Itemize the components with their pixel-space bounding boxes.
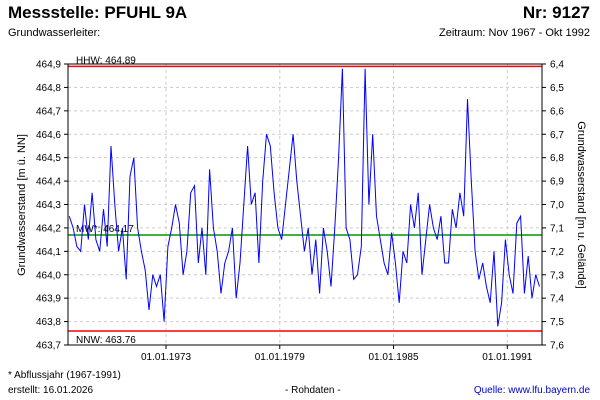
y-tick-label-left: 463,7 xyxy=(36,341,61,352)
y-tick-label-right: 7,0 xyxy=(550,200,564,211)
station-title: Messstelle: PFUHL 9A xyxy=(8,3,188,22)
period-label: Zeitraum: Nov 1967 - Okt 1992 xyxy=(438,27,590,39)
y-tick-label-right: 6,7 xyxy=(550,130,564,141)
y-tick-label-right: 7,1 xyxy=(550,223,564,234)
y-tick-label-right: 7,4 xyxy=(550,294,564,305)
x-tick-label: 01.01.1991 xyxy=(482,352,532,363)
y-tick-label-right: 6,8 xyxy=(550,153,564,164)
y-tick-label-left: 463,8 xyxy=(36,317,61,328)
y-tick-label-left: 464,8 xyxy=(36,83,61,94)
y-tick-label-left: 464,9 xyxy=(36,60,61,71)
y-tick-label-right: 7,3 xyxy=(550,270,564,281)
y-tick-label-right: 6,5 xyxy=(550,83,564,94)
y-tick-label-left: 464,7 xyxy=(36,106,61,117)
created-date: erstellt: 16.01.2026 xyxy=(8,385,94,396)
reference-label: HHW: 464.89 xyxy=(76,55,136,66)
y-axis-right: 6,4 6,5 6,6 6,7 6,8 6,9 7,0 7,1 7,2 7,3 7,4 7,5 7,6 xyxy=(542,60,564,352)
y-tick-label-left: 463,9 xyxy=(36,294,61,305)
source-link[interactable]: Quelle: www.lfu.bayern.de xyxy=(473,385,590,396)
y-tick-label-left: 464,1 xyxy=(36,247,61,258)
footnote: * Abflussjahr (1967-1991) xyxy=(8,370,121,381)
series-line xyxy=(68,68,540,327)
y-axis-left: 463,7 463,8 463,9 464,0 464,1 464,2 464,3 464,4… xyxy=(36,60,68,352)
reference-label: NNW: 463.76 xyxy=(76,335,136,346)
y-tick-label-right: 6,9 xyxy=(550,177,564,188)
y-tick-label-right: 6,4 xyxy=(550,60,564,71)
y-tick-label-right: 7,5 xyxy=(550,317,564,328)
y-tick-label-left: 464,0 xyxy=(36,270,61,281)
y-tick-label-right: 7,2 xyxy=(550,247,564,258)
plot-frame xyxy=(67,63,543,346)
x-tick-label: 01.01.1985 xyxy=(369,352,419,363)
y-axis-right-label: Grundwasserstand [m u. Gelände] xyxy=(575,121,587,289)
y-tick-label-left: 464,5 xyxy=(36,153,61,164)
data-type: - Rohdaten - xyxy=(285,385,341,396)
x-tick-label: 01.01.1979 xyxy=(255,352,305,363)
y-tick-label-left: 464,4 xyxy=(36,177,61,188)
y-tick-label-left: 464,2 xyxy=(36,223,61,234)
y-tick-label-left: 464,6 xyxy=(36,130,61,141)
station-number: Nr: 9127 xyxy=(522,3,590,22)
y-tick-label-right: 6,6 xyxy=(550,106,564,117)
y-tick-label-right: 7,6 xyxy=(550,341,564,352)
x-axis: 01.01.1973 01.01.1979 01.01.1985 01.01.1991 xyxy=(141,345,533,363)
x-tick-label: 01.01.1973 xyxy=(141,352,191,363)
y-tick-label-left: 464,3 xyxy=(36,200,61,211)
aquifer-label: Grundwasserleiter: xyxy=(8,27,101,39)
y-axis-left-label: Grundwasserstand [m ü. NN] xyxy=(16,134,28,276)
